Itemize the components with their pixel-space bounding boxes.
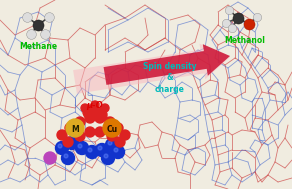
Circle shape — [102, 152, 114, 164]
Circle shape — [86, 146, 98, 159]
Circle shape — [55, 142, 69, 154]
FancyArrow shape — [104, 44, 230, 85]
Circle shape — [105, 117, 115, 127]
Circle shape — [93, 108, 107, 122]
Circle shape — [81, 104, 89, 112]
Circle shape — [85, 127, 95, 137]
Text: M: M — [71, 125, 79, 133]
Circle shape — [112, 146, 124, 159]
Text: Methane: Methane — [19, 42, 57, 51]
FancyArrow shape — [73, 44, 230, 94]
Circle shape — [62, 152, 74, 164]
Circle shape — [108, 141, 112, 145]
Circle shape — [103, 119, 121, 137]
Circle shape — [78, 144, 82, 148]
Circle shape — [66, 119, 84, 137]
Circle shape — [65, 136, 79, 149]
Circle shape — [101, 104, 109, 112]
Circle shape — [115, 137, 125, 147]
Circle shape — [114, 148, 118, 152]
Circle shape — [83, 105, 97, 119]
Circle shape — [105, 139, 119, 152]
Circle shape — [75, 117, 85, 127]
Circle shape — [63, 137, 73, 147]
Circle shape — [113, 123, 123, 133]
Circle shape — [75, 131, 85, 141]
Circle shape — [104, 154, 108, 158]
Text: Cu: Cu — [107, 125, 118, 133]
Circle shape — [68, 139, 72, 143]
Circle shape — [57, 130, 67, 140]
Circle shape — [85, 113, 95, 123]
Circle shape — [64, 154, 68, 158]
Circle shape — [91, 101, 99, 109]
Circle shape — [98, 146, 102, 150]
Text: Methanol: Methanol — [225, 36, 265, 45]
Circle shape — [58, 144, 62, 148]
Circle shape — [95, 113, 105, 123]
Text: μ-O: μ-O — [87, 101, 103, 111]
Circle shape — [107, 131, 117, 141]
Circle shape — [88, 148, 92, 152]
Circle shape — [76, 142, 88, 154]
Circle shape — [95, 127, 105, 137]
Text: Spin density
&
charge: Spin density & charge — [143, 62, 197, 94]
Circle shape — [65, 123, 75, 133]
Circle shape — [44, 152, 56, 164]
Circle shape — [120, 130, 130, 140]
Circle shape — [95, 143, 109, 156]
